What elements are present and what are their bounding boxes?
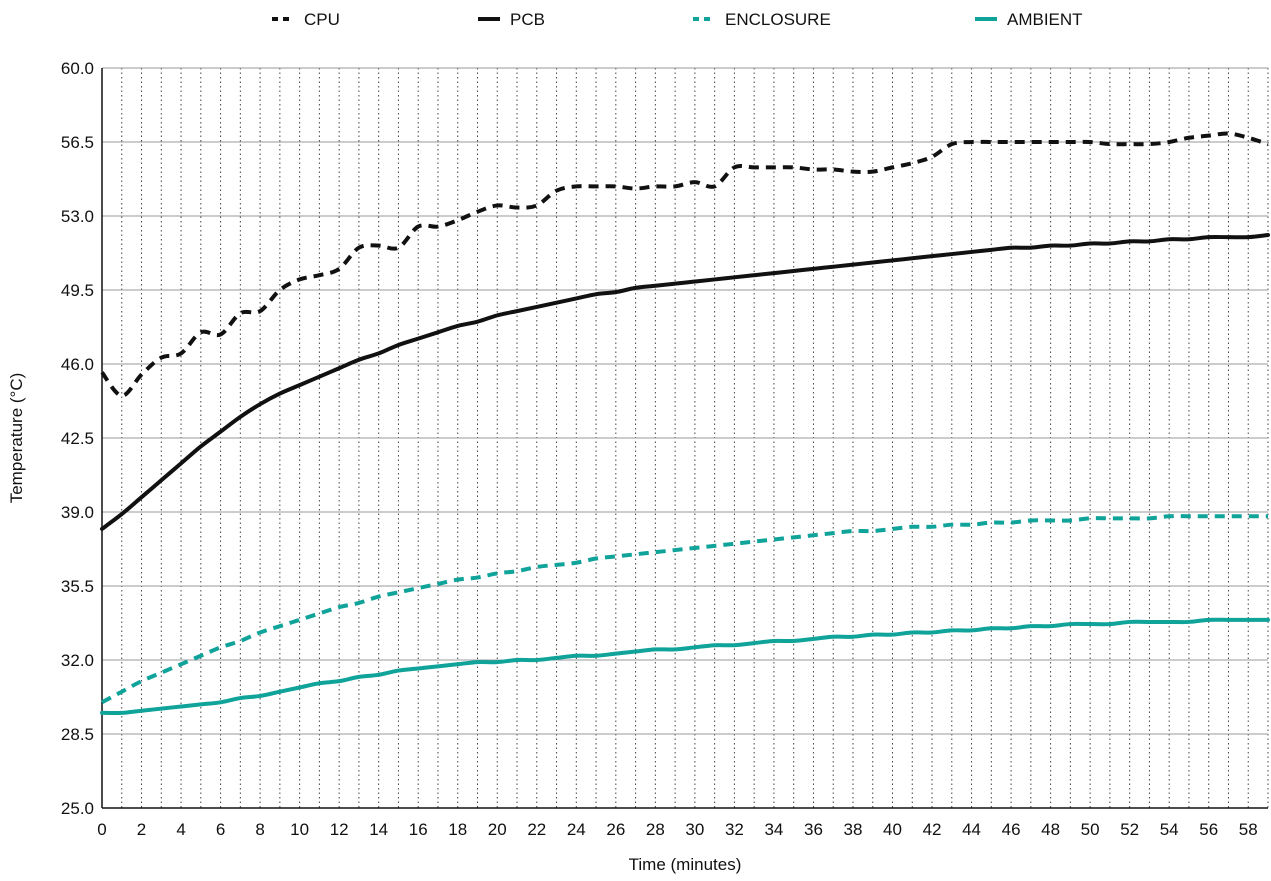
x-tick-label: 28 bbox=[646, 820, 665, 839]
x-tick-label: 30 bbox=[685, 820, 704, 839]
x-tick-label: 42 bbox=[923, 820, 942, 839]
y-tick-label: 60.0 bbox=[61, 59, 94, 78]
legend-label-ambient: AMBIENT bbox=[1007, 10, 1083, 29]
x-tick-label: 52 bbox=[1120, 820, 1139, 839]
axes-layer: 25.0 28.5 32.0 35.5 39.0 42.5 46.0 49.5 53.0 56.5… bbox=[61, 59, 1268, 839]
y-tick-label: 32.0 bbox=[61, 651, 94, 670]
x-tick-label: 22 bbox=[527, 820, 546, 839]
x-tick-label: 32 bbox=[725, 820, 744, 839]
x-tick-label: 48 bbox=[1041, 820, 1060, 839]
x-tick-label: 0 bbox=[97, 820, 106, 839]
series-layer bbox=[100, 131, 1270, 716]
x-tick-label: 20 bbox=[488, 820, 507, 839]
x-axis-title: Time (minutes) bbox=[629, 855, 742, 874]
x-tick-label: 54 bbox=[1160, 820, 1179, 839]
x-tick-label: 56 bbox=[1199, 820, 1218, 839]
y-tick-label: 56.5 bbox=[61, 133, 94, 152]
x-tick-label: 26 bbox=[606, 820, 625, 839]
y-tick-label: 46.0 bbox=[61, 355, 94, 374]
x-tick-label: 14 bbox=[369, 820, 388, 839]
y-tick-label: 25.0 bbox=[61, 799, 94, 818]
y-tick-label: 35.5 bbox=[61, 577, 94, 596]
grid-layer bbox=[101, 67, 1269, 809]
legend-label-pcb: PCB bbox=[510, 10, 545, 29]
x-tick-label: 10 bbox=[290, 820, 309, 839]
x-tick-label: 36 bbox=[804, 820, 823, 839]
x-tick-label: 46 bbox=[1002, 820, 1021, 839]
y-axis-title: Temperature (°C) bbox=[7, 373, 26, 504]
y-tick-label: 42.5 bbox=[61, 429, 94, 448]
series-line-enclosure bbox=[101, 514, 1268, 705]
x-tick-label: 6 bbox=[216, 820, 225, 839]
x-tick-label: 38 bbox=[844, 820, 863, 839]
y-tick-label: 28.5 bbox=[61, 725, 94, 744]
x-tick-label: 16 bbox=[409, 820, 428, 839]
x-tick-label: 40 bbox=[883, 820, 902, 839]
x-tick-label: 4 bbox=[176, 820, 185, 839]
legend-label-enclosure: ENCLOSURE bbox=[725, 10, 831, 29]
legend: CPU PCB ENCLOSURE AMBIENT bbox=[272, 10, 1083, 29]
x-tick-label: 18 bbox=[448, 820, 467, 839]
x-tick-label: 12 bbox=[330, 820, 349, 839]
legend-label-cpu: CPU bbox=[304, 10, 340, 29]
series-line-pcb bbox=[100, 233, 1270, 531]
y-tick-label: 53.0 bbox=[61, 207, 94, 226]
x-tick-label: 24 bbox=[567, 820, 586, 839]
x-tick-label: 8 bbox=[255, 820, 264, 839]
x-tick-label: 2 bbox=[137, 820, 146, 839]
series-line-cpu bbox=[100, 131, 1269, 398]
y-tick-label: 39.0 bbox=[61, 503, 94, 522]
x-tick-label: 58 bbox=[1239, 820, 1258, 839]
x-tick-label: 44 bbox=[962, 820, 981, 839]
x-tick-label: 34 bbox=[764, 820, 783, 839]
x-tick-label: 50 bbox=[1081, 820, 1100, 839]
series-line-ambient bbox=[100, 617, 1270, 716]
y-tick-label: 49.5 bbox=[61, 281, 94, 300]
